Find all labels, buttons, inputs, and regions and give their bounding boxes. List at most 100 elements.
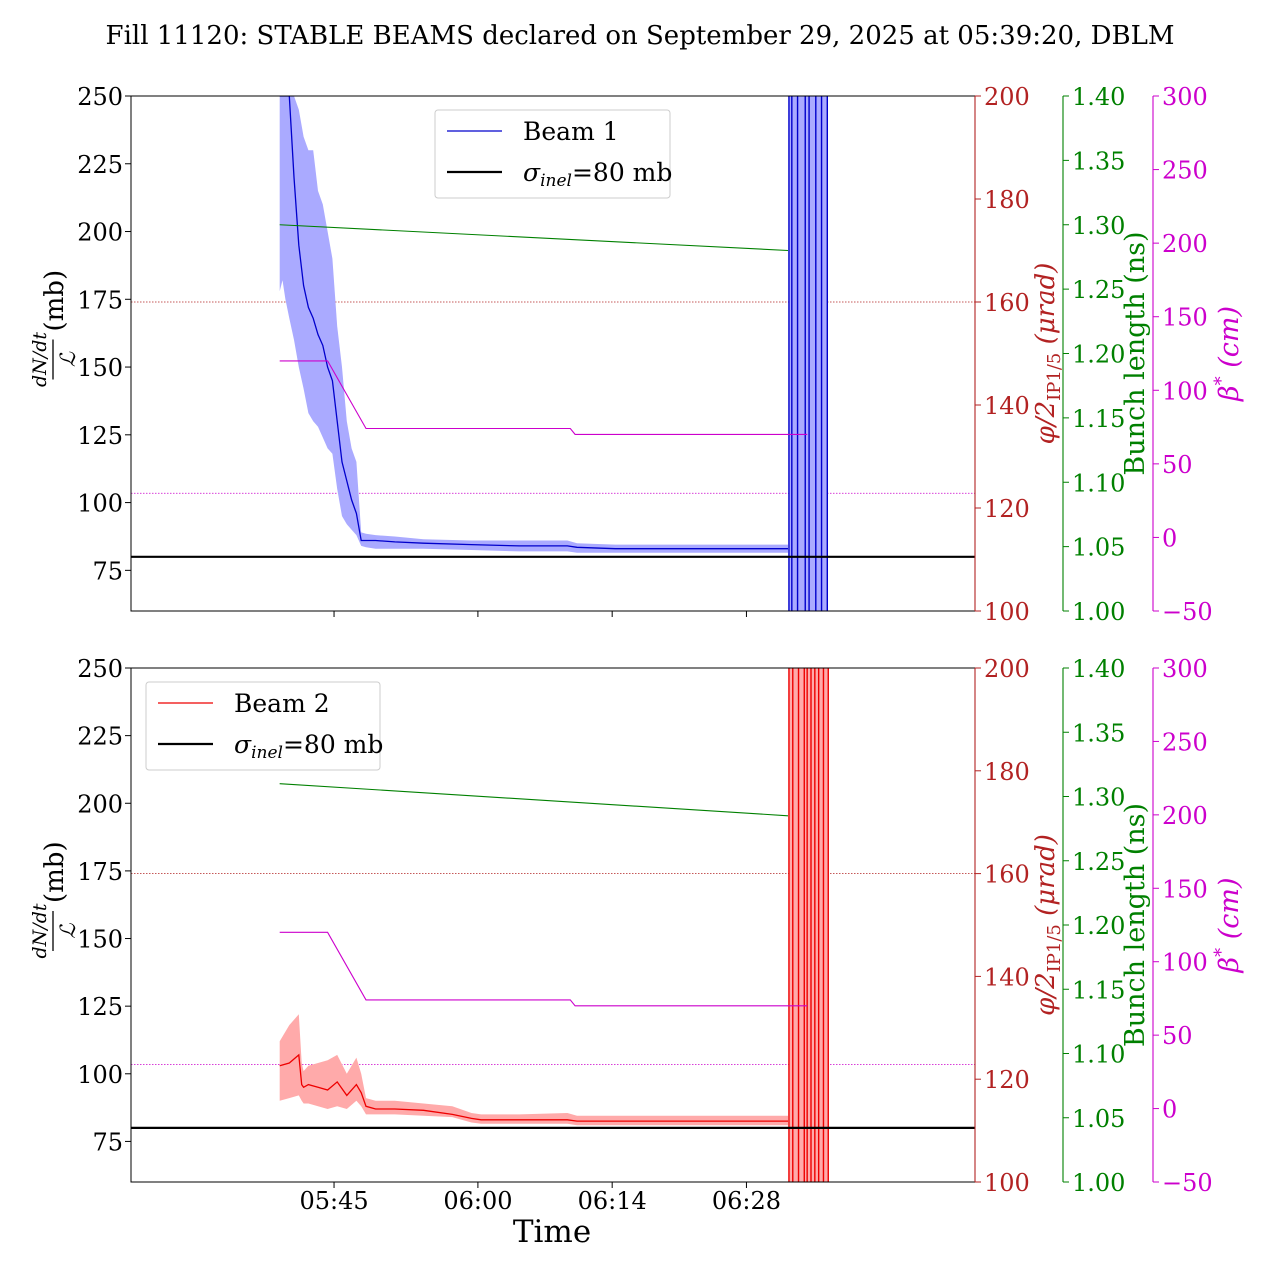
beam-mean-line xyxy=(279,1053,788,1122)
beta-axis-label-text: β* (cm) xyxy=(1211,306,1245,402)
legend-box xyxy=(145,681,381,771)
chart-title: Fill 11120: STABLE BEAMS declared on Sep… xyxy=(106,21,1175,51)
x-tick-labels: 05:45 06:00 06:14 06:28 xyxy=(299,1187,781,1215)
beta-axis-tick-label: 200 xyxy=(1162,802,1208,830)
beta-axis-tick-label: 200 xyxy=(1162,230,1208,258)
bunch-axis-label: Bunch length (ns) xyxy=(1120,803,1151,1047)
crossing-axis-tick-label: 100 xyxy=(984,598,1030,626)
bunch-axis-tick-label: 1.30 xyxy=(1072,212,1125,240)
left-tick-label: 200 xyxy=(77,790,123,818)
bunch-axis-tick-label: 1.00 xyxy=(1072,598,1125,626)
crossing-axis-tick-label: 180 xyxy=(984,186,1030,214)
x-tick-label: 05:45 xyxy=(299,1187,368,1215)
panel-bottom: 75 100 125 150 175 200 225 250 100 120 140 160 180 20… xyxy=(29,655,1245,1197)
crossing-axis-tick-label: 180 xyxy=(984,758,1030,786)
bunch-axis-tick-label: 1.15 xyxy=(1072,976,1125,1004)
beam-band xyxy=(279,1014,788,1126)
crossing-axis-label-text: φ/2IP1/5 (μrad) xyxy=(1031,834,1065,1016)
legend-beam-label: Beam 2 xyxy=(234,689,330,718)
left-tick-label: 175 xyxy=(77,858,123,886)
beta-axis-tick-label: 100 xyxy=(1162,377,1208,405)
bunch-axis-tick-label: 1.20 xyxy=(1072,912,1125,940)
beta-axis-tick-label: −50 xyxy=(1162,1169,1213,1197)
beta-axis-tick-label: 250 xyxy=(1162,728,1208,756)
bunch-axis-label-text: Bunch length (ns) xyxy=(1120,231,1151,475)
left-tick-label: 75 xyxy=(92,1128,123,1156)
legend: Beam 1 σinel=80 mb xyxy=(434,109,672,199)
bunch-axis-tick-label: 1.00 xyxy=(1072,1169,1125,1197)
beta-axis-label: β* (cm) xyxy=(1211,306,1245,402)
left-label-numerator: dN/dt xyxy=(29,903,51,958)
x-tick-label: 06:28 xyxy=(712,1187,781,1215)
left-label-unit: (mb) xyxy=(40,270,70,332)
crossing-axis-tick-label: 140 xyxy=(984,963,1030,991)
beta-axis-tick-label: 0 xyxy=(1162,1096,1177,1124)
bunch-length-line xyxy=(279,783,789,817)
left-tick-label: 125 xyxy=(77,993,123,1021)
left-tick-label: 100 xyxy=(77,490,123,518)
bunch-axis-tick-label: 1.10 xyxy=(1072,469,1125,497)
left-tick-label: 250 xyxy=(77,655,123,683)
plot-area xyxy=(131,668,975,1182)
bunch-axis-tick-label: 1.15 xyxy=(1072,405,1125,433)
left-axis-label: dN/dt ℒ (mb) xyxy=(29,270,80,387)
x-tick-label: 06:14 xyxy=(578,1187,647,1215)
legend-box xyxy=(434,109,671,199)
crossing-axis-tick-label: 120 xyxy=(984,1066,1030,1094)
bunch-axis-tick-label: 1.35 xyxy=(1072,147,1125,175)
beta-axis-tick-label: 50 xyxy=(1162,451,1193,479)
bunch-axis-tick-label: 1.20 xyxy=(1072,341,1125,369)
beam-spike-band xyxy=(788,668,829,1182)
left-tick-label: 75 xyxy=(92,557,123,585)
crossing-axis-tick-label: 200 xyxy=(984,655,1030,683)
plot-area xyxy=(131,96,975,611)
crossing-axis-label-text: φ/2IP1/5 (μrad) xyxy=(1031,263,1065,445)
left-tick-label: 225 xyxy=(77,723,123,751)
bunch-axis-tick-label: 1.35 xyxy=(1072,719,1125,747)
bunch-axis-tick-label: 1.05 xyxy=(1072,1105,1125,1133)
beta-axis-tick-label: 0 xyxy=(1162,524,1177,552)
bunch-axis-tick-label: 1.30 xyxy=(1072,784,1125,812)
panel-top: 75 100 125 150 175 200 225 250 100 120 140 160 180 20… xyxy=(29,83,1245,626)
beta-axis-tick-label: 300 xyxy=(1162,83,1208,111)
left-label-denominator: ℒ xyxy=(56,351,80,367)
left-tick-label: 125 xyxy=(77,422,123,450)
beta-axis-tick-label: 50 xyxy=(1162,1022,1193,1050)
crossing-axis-tick-label: 120 xyxy=(984,495,1030,523)
bunch-axis-tick-label: 1.10 xyxy=(1072,1041,1125,1069)
crossing-axis-label: φ/2IP1/5 (μrad) xyxy=(1031,263,1065,445)
crossing-axis-tick-label: 100 xyxy=(984,1169,1030,1197)
left-tick-label: 225 xyxy=(77,151,123,179)
crossing-axis-tick-label: 160 xyxy=(984,861,1030,889)
bunch-axis-tick-label: 1.05 xyxy=(1072,534,1125,562)
beta-star-line xyxy=(279,931,808,1007)
beta-axis-tick-label: 300 xyxy=(1162,655,1208,683)
bunch-axis-tick-label: 1.25 xyxy=(1072,848,1125,876)
beta-star-line xyxy=(279,360,808,435)
beta-axis-label: β* (cm) xyxy=(1211,878,1245,974)
left-tick-label: 150 xyxy=(77,926,123,954)
bunch-axis-label-text: Bunch length (ns) xyxy=(1120,803,1151,1047)
beta-axis-label-text: β* (cm) xyxy=(1211,878,1245,974)
left-label-numerator: dN/dt xyxy=(29,332,51,387)
beta-axis-tick-label: 150 xyxy=(1162,304,1208,332)
bunch-length-line xyxy=(279,224,789,252)
bunch-axis-tick-label: 1.25 xyxy=(1072,276,1125,304)
left-tick-label: 250 xyxy=(77,83,123,111)
crossing-axis-label: φ/2IP1/5 (μrad) xyxy=(1031,834,1065,1016)
bunch-axis-tick-label: 1.40 xyxy=(1072,83,1125,111)
left-axis-label: dN/dt ℒ (mb) xyxy=(29,841,80,958)
left-label-unit: (mb) xyxy=(40,841,70,903)
legend-beam-label: Beam 1 xyxy=(523,117,619,146)
beta-axis-tick-label: 100 xyxy=(1162,949,1208,977)
crossing-axis-tick-label: 160 xyxy=(984,289,1030,317)
left-tick-label: 150 xyxy=(77,354,123,382)
legend-sigma-label: σinel=80 mb xyxy=(234,730,383,763)
x-tick-label: 06:00 xyxy=(443,1187,512,1215)
left-tick-label: 100 xyxy=(77,1061,123,1089)
x-axis-label: Time xyxy=(513,1214,591,1250)
crossing-axis-tick-label: 140 xyxy=(984,392,1030,420)
beta-axis-tick-label: 250 xyxy=(1162,157,1208,185)
left-tick-label: 175 xyxy=(77,286,123,314)
